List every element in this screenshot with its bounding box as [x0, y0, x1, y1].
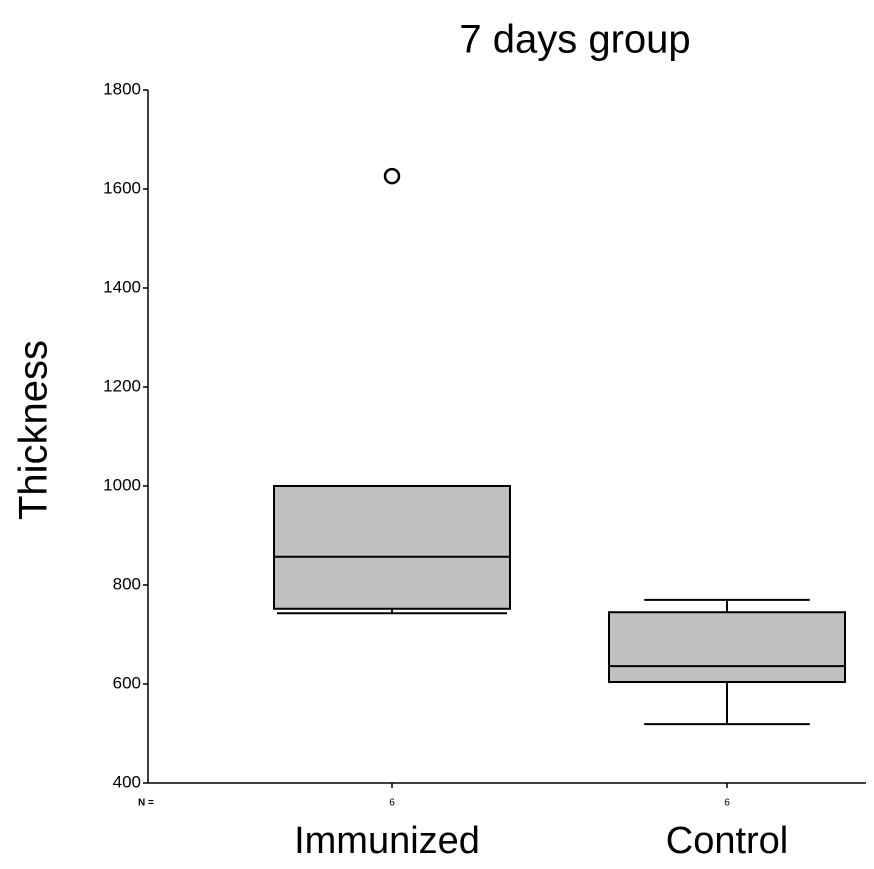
y-tick-label: 400	[113, 772, 141, 791]
n-label: N =	[138, 798, 154, 809]
x-tick-label: Immunized	[294, 820, 480, 862]
n-value: 6	[389, 798, 395, 809]
y-tick-label: 1000	[103, 475, 141, 494]
outlier	[383, 167, 401, 185]
n-value: 6	[724, 798, 730, 809]
box	[608, 611, 846, 684]
y-tick-label: 1400	[103, 277, 141, 296]
x-tick-label: Control	[666, 820, 789, 862]
y-axis-label: Thickness	[12, 340, 56, 520]
y-tick-label: 1800	[103, 79, 141, 98]
chart-title: 7 days group	[459, 18, 690, 62]
y-tick-label: 800	[113, 574, 141, 593]
box	[273, 485, 511, 610]
y-tick-label: 1600	[103, 178, 141, 197]
y-tick-label: 600	[113, 673, 141, 692]
y-tick-label: 1200	[103, 376, 141, 395]
